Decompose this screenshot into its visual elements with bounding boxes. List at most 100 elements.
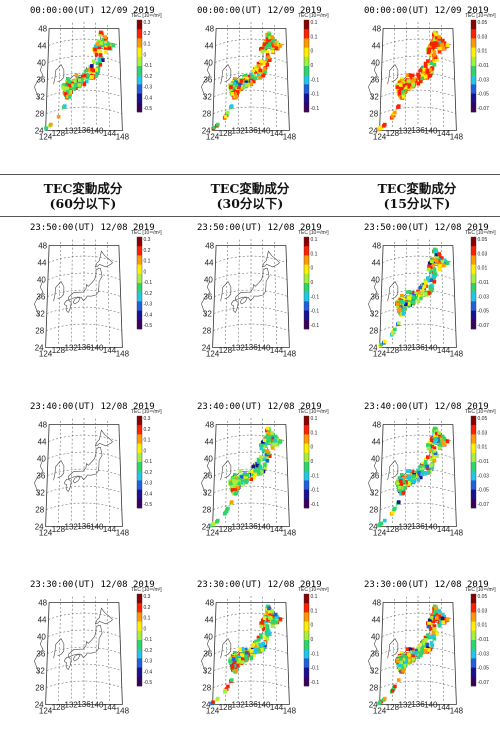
tec-map-60min: 23:40:00(UT) 12/08 2019 48 44 40 36 32 28 24 124… xyxy=(4,400,164,560)
lon-tick-label: 128 xyxy=(219,346,233,355)
lon-tick-label: 148 xyxy=(450,350,464,359)
colorbar-tick-label: 0.3 xyxy=(144,237,151,243)
colorbar-tick-label: 0 xyxy=(311,445,314,451)
colorbar-tick-label: -0.03 xyxy=(478,294,490,300)
lat-tick-label: 44 xyxy=(38,438,47,447)
timestamp-label: 23:40:00(UT) 12/08 2019 xyxy=(30,402,155,412)
lon-tick-label: 132 xyxy=(232,523,246,532)
tec-map-canvas: 23:30:00(UT) 12/08 2019 48 44 40 36 32 28 24124… xyxy=(197,580,329,716)
lon-tick-label: 144 xyxy=(103,346,117,355)
colorbar-tick-label: -0.5 xyxy=(144,106,153,112)
lat-tick-label: 24 xyxy=(202,127,211,136)
lat-tick-label: 24 xyxy=(35,523,44,532)
header-top-rule xyxy=(0,174,500,175)
lon-tick-label: 140 xyxy=(257,701,271,710)
timestamp-label: 23:30:00(UT) 12/08 2019 xyxy=(30,580,155,590)
lat-tick-label: 40 xyxy=(371,633,380,642)
colorbar: TEC [10¹⁶/m²]0.3 0.2 0.1 0 -0.1 -0.2 -0.3 -0.4 -… xyxy=(131,230,162,330)
lon-tick-label: 148 xyxy=(283,529,297,538)
lat-tick-label: 48 xyxy=(38,25,47,34)
colorbar-tick-label: -0.1 xyxy=(311,502,320,508)
column-header-60min: TEC変動成分 (60分以下) xyxy=(0,181,166,211)
timestamp-label: 23:30:00(UT) 12/08 2019 xyxy=(197,580,322,590)
colorbar-tick-label: 0.01 xyxy=(478,445,488,451)
lon-tick-label: 144 xyxy=(270,129,284,138)
colorbar-tick-label: -0.5 xyxy=(144,680,153,686)
lat-tick-label: 44 xyxy=(205,616,214,625)
colorbar-tick-label: 0.05 xyxy=(478,594,488,600)
colorbar: TEC [10¹⁶/m²]0.10.100-0.1-0.1-0.1 xyxy=(298,587,329,687)
colorbar-tick-label: 0 xyxy=(144,269,147,275)
tec-map-30min: 00:00:00(UT) 12/09 2019 48 44 40 36 32 28 24 124… xyxy=(171,4,331,164)
colorbar-tick-label: 0.2 xyxy=(144,31,151,37)
colorbar-title: TEC [10¹⁶/m²] xyxy=(298,13,329,19)
colorbar-tick-label: 0 xyxy=(311,266,314,272)
colorbar-tick-label: -0.05 xyxy=(478,92,490,98)
colorbar-tick-label: -0.5 xyxy=(144,323,153,329)
lon-tick-label: 132 xyxy=(65,344,79,353)
lon-tick-label: 140 xyxy=(257,523,271,532)
colorbar: TEC [10¹⁶/m²]0.05 0.03 0.01 -0.01 -0.03 -0.05… xyxy=(465,13,496,113)
lat-tick-label: 40 xyxy=(371,59,380,68)
tec-data-points xyxy=(377,426,450,528)
colorbar-title: TEC [10¹⁶/m²] xyxy=(131,409,162,415)
lon-tick-label: 140 xyxy=(424,127,438,136)
lat-tick-label: 24 xyxy=(35,127,44,136)
colorbar-title: TEC [10¹⁶/m²] xyxy=(131,587,162,593)
lon-tick-label: 140 xyxy=(90,127,104,136)
lat-tick-label: 36 xyxy=(370,293,379,302)
colorbar-tick-label: 0.3 xyxy=(144,416,151,422)
lon-tick-label: 124 xyxy=(39,350,53,359)
colorbar-title: TEC [10¹⁶/m²] xyxy=(298,230,329,236)
lat-tick-label: 48 xyxy=(38,242,47,251)
lat-tick-label: 40 xyxy=(37,455,46,464)
lat-tick-label: 24 xyxy=(35,701,44,710)
lat-tick-label: 44 xyxy=(38,616,47,625)
lon-tick-label: 140 xyxy=(257,127,271,136)
header-line2: (15分以下) xyxy=(383,196,451,211)
colorbar-tick-label: -0.3 xyxy=(144,481,153,487)
colorbar: TEC [10¹⁶/m²]0.10.100-0.1-0.1-0.1 xyxy=(298,230,329,330)
lon-tick-label: 136 xyxy=(244,343,258,352)
colorbar-title: TEC [10¹⁶/m²] xyxy=(465,230,496,236)
lat-tick-label: 28 xyxy=(202,110,211,119)
tec-map-canvas: 23:50:00(UT) 12/08 2019 48 44 40 36 32 28 24124… xyxy=(197,223,329,359)
lat-tick-label: 48 xyxy=(38,599,47,608)
colorbar-tick-label: -0.05 xyxy=(478,309,490,315)
lon-tick-label: 124 xyxy=(206,707,220,716)
colorbar-tick-label: 0.01 xyxy=(478,49,488,55)
lon-tick-label: 132 xyxy=(399,127,413,136)
tec-map-15min: 00:00:00(UT) 12/09 2019 48 44 40 36 32 28 24 124… xyxy=(338,4,498,164)
lat-tick-label: 24 xyxy=(202,523,211,532)
colorbar-tick-label: -0.1 xyxy=(144,459,153,465)
tec-map-60min: 23:50:00(UT) 12/08 2019 48 44 40 36 32 28 24 124… xyxy=(4,221,164,381)
lon-tick-label: 124 xyxy=(206,350,220,359)
tec-data-points xyxy=(378,247,450,348)
lon-tick-label: 144 xyxy=(437,129,451,138)
lat-tick-label: 32 xyxy=(370,489,379,498)
lat-tick-label: 48 xyxy=(205,242,214,251)
colorbar-tick-label: 0.03 xyxy=(478,430,488,436)
colorbar-title: TEC [10¹⁶/m²] xyxy=(465,587,496,593)
tec-map-canvas: 23:40:00(UT) 12/08 2019 48 44 40 36 32 28 24124… xyxy=(197,402,329,538)
colorbar-tick-label: 0.1 xyxy=(311,416,318,422)
lon-tick-label: 128 xyxy=(52,525,66,534)
lon-tick-label: 128 xyxy=(52,129,66,138)
colorbar-tick-label: -0.05 xyxy=(478,666,490,672)
lon-tick-label: 132 xyxy=(232,127,246,136)
lat-tick-label: 40 xyxy=(37,276,46,285)
colorbar: TEC [10¹⁶/m²]0.05 0.03 0.01 -0.01 -0.03 -0.05… xyxy=(465,587,496,687)
lon-tick-label: 128 xyxy=(386,129,400,138)
colorbar-tick-label: 0.03 xyxy=(478,608,488,614)
tec-map-60min: 00:00:00(UT) 12/09 2019 48 44 40 36 32 28 24 124… xyxy=(4,4,164,164)
lon-tick-label: 144 xyxy=(270,525,284,534)
colorbar-tick-label: 0 xyxy=(311,49,314,55)
colorbar-title: TEC [10¹⁶/m²] xyxy=(131,13,162,19)
lat-tick-label: 44 xyxy=(205,42,214,51)
column-header-15min: TEC変動成分 (15分以下) xyxy=(334,181,500,211)
colorbar-tick-label: -0.1 xyxy=(311,77,320,83)
lat-tick-label: 36 xyxy=(203,293,212,302)
colorbar-tick-label: 0 xyxy=(144,448,147,454)
lat-tick-label: 28 xyxy=(202,506,211,515)
lat-tick-label: 40 xyxy=(37,59,46,68)
